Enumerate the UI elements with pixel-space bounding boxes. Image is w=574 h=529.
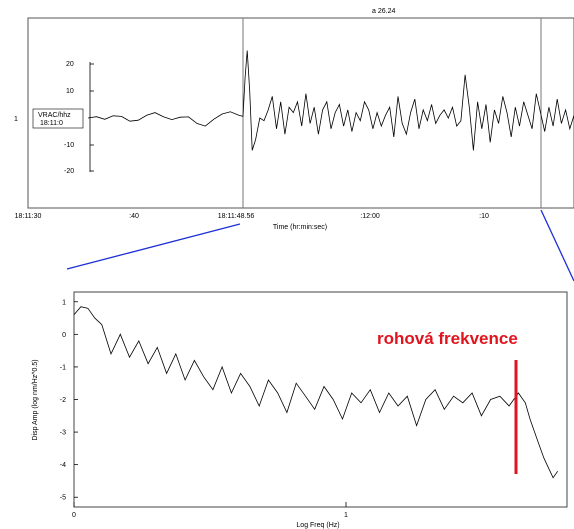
y-tick-label: -20	[64, 168, 74, 175]
zoom-connector-right	[540, 209, 574, 282]
x-tick-label: 1	[344, 512, 348, 519]
x-axis-label: Log Freq (Hz)	[296, 522, 339, 529]
channel-label-box	[32, 108, 84, 129]
y-tick-label: -1	[60, 364, 66, 371]
x-tick-label: 0	[72, 512, 76, 519]
x-tick-label: 18:11:48.56	[218, 213, 255, 220]
seismogram-frame	[27, 17, 574, 209]
y-tick-label: 10	[66, 88, 74, 95]
channel-time: 18:11:0	[40, 120, 63, 127]
spectrum-frame	[73, 291, 568, 508]
trace-number: 1	[14, 116, 18, 123]
spectrum-panel: 1 0 -1 -2 -3 -4 -5 0 1 Log Freq (Hz) Disp Amp …	[32, 291, 568, 529]
spectrum-y-ticks: 1 0 -1 -2 -3 -4 -5	[60, 299, 78, 502]
y-tick-label: 20	[66, 61, 74, 68]
x-tick-label: :40	[129, 213, 139, 220]
x-tick-label: 18:11:30	[15, 213, 42, 220]
spectrum-trace	[73, 306, 559, 479]
y-tick-label: -5	[60, 495, 66, 502]
y-tick-label: -3	[60, 430, 66, 437]
seismogram-title: a 26.24	[372, 8, 395, 15]
y-tick-label: -4	[60, 462, 66, 469]
y-tick-label: -10	[64, 142, 74, 149]
y-tick-label: -2	[60, 397, 66, 404]
y-tick-label: 1	[62, 299, 66, 306]
channel-name: VRAC/hhz	[38, 112, 71, 119]
zoom-connector-left	[66, 223, 241, 270]
x-tick-label: :10	[479, 213, 489, 220]
x-tick-label: :12:00	[360, 213, 380, 220]
y-axis-label: Disp Amp (log nm/Hz^0.5)	[32, 359, 39, 440]
seismogram-trace	[87, 50, 574, 151]
corner-frequency-annotation: rohová frekvence	[377, 329, 518, 348]
x-axis-label: Time (hr:min:sec)	[273, 224, 327, 231]
seismogram-panel: a 26.24 20 10 -10 -20 1 VRAC/hhz 18:11:0…	[14, 8, 574, 231]
y-tick-label: 0	[62, 332, 66, 339]
